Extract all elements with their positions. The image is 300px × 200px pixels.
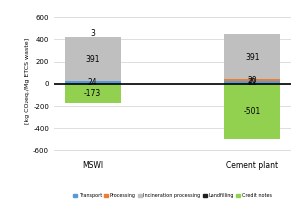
Text: 24: 24 [88, 78, 98, 87]
Text: -501: -501 [244, 107, 261, 116]
Text: -173: -173 [84, 89, 101, 98]
Bar [224, 81, 280, 84]
Text: 21: 21 [248, 78, 257, 87]
Bar [224, 84, 280, 139]
Text: 391: 391 [245, 53, 260, 62]
Legend: Transport, Processing, Incineration processing, Landfilling, Credit notes: Transport, Processing, Incineration proc… [71, 191, 274, 200]
Bar [65, 37, 121, 38]
Bar [65, 38, 121, 81]
Bar [65, 84, 121, 103]
Text: 391: 391 [85, 55, 100, 64]
Bar [224, 79, 280, 81]
Text: 3: 3 [90, 29, 95, 38]
Bar [224, 36, 280, 79]
Text: 20: 20 [248, 76, 257, 85]
Bar [224, 34, 280, 36]
Y-axis label: [kg CO₂eq./Mg ETCS waste]: [kg CO₂eq./Mg ETCS waste] [26, 38, 30, 124]
Bar [65, 81, 121, 84]
